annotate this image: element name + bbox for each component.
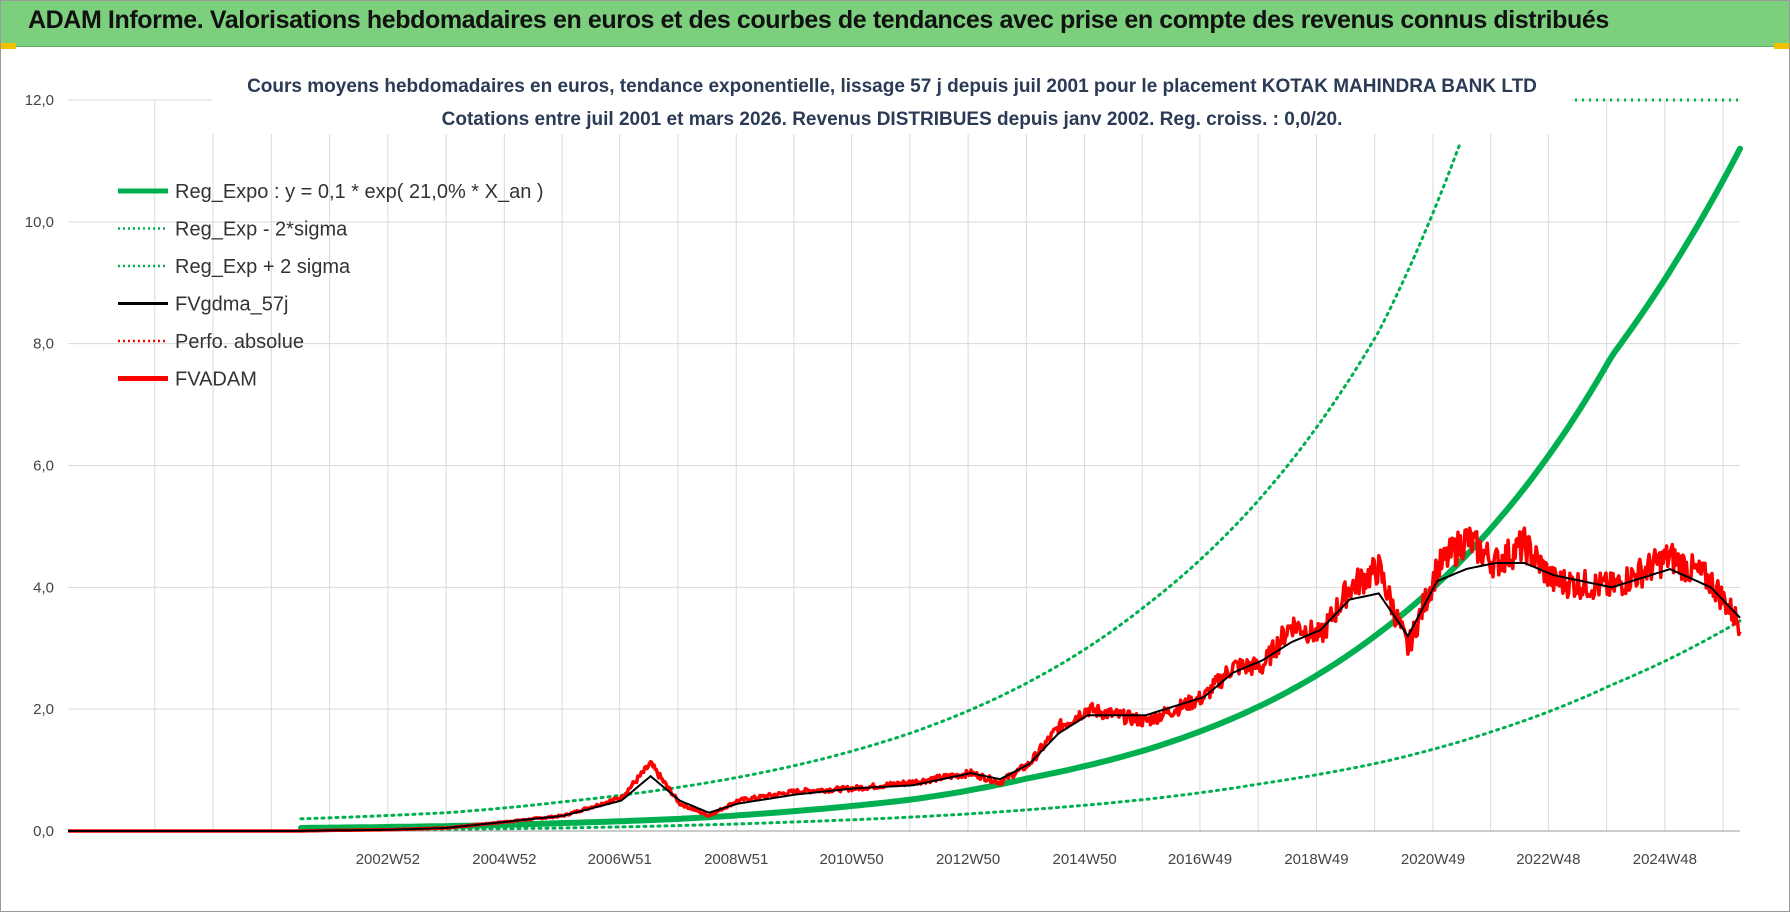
x-tick-label: 2020W49 bbox=[1401, 851, 1465, 868]
series-reg-exp-minus-2-sigma bbox=[299, 619, 1742, 832]
x-axis-ticks: 2002W52 2004W52 2006W51 2008W51 2010W50 2012W… bbox=[356, 851, 1697, 868]
legend-label: FVADAM bbox=[175, 369, 257, 391]
series-reg-exp-plus-2-sigma bbox=[299, 141, 1462, 821]
corner-marker-right bbox=[1774, 43, 1790, 49]
x-tick-label: 2016W49 bbox=[1168, 851, 1232, 868]
x-tick-label: 2018W49 bbox=[1284, 851, 1348, 868]
chart-title-line-2: Cotations entre juil 2001 et mars 2026. … bbox=[442, 109, 1343, 130]
chart-title-backdrop bbox=[212, 68, 1572, 134]
y-tick-label: 12,0 bbox=[25, 92, 54, 109]
x-tick-label: 2008W51 bbox=[704, 851, 768, 868]
series-fvgdma-57j bbox=[68, 562, 1741, 832]
y-tick-label: 8,0 bbox=[33, 336, 54, 353]
legend-label: Perfo. absolue bbox=[175, 331, 304, 353]
chart-legend: Reg_Expo : y = 0,1 * exp( 21,0% * X_an )… bbox=[118, 181, 544, 391]
grid-lines bbox=[68, 99, 1740, 832]
x-tick-label: 2022W48 bbox=[1516, 851, 1580, 868]
y-tick-label: 0,0 bbox=[33, 823, 54, 840]
legend-label: Reg_Exp + 2 sigma bbox=[175, 256, 351, 278]
series-lines bbox=[67, 98, 1743, 833]
x-tick-label: 2006W51 bbox=[588, 851, 652, 868]
x-tick-label: 2010W50 bbox=[819, 851, 883, 868]
series-reg-expo bbox=[298, 145, 1743, 831]
report-title: ADAM Informe. Valorisations hebdomadaire… bbox=[28, 6, 1609, 34]
legend-label: FVgdma_57j bbox=[175, 294, 288, 316]
y-tick-label: 6,0 bbox=[33, 458, 54, 475]
y-tick-label: 2,0 bbox=[33, 701, 54, 718]
legend-label: Reg_Expo : y = 0,1 * exp( 21,0% * X_an ) bbox=[175, 181, 544, 203]
legend-label: Reg_Exp - 2*sigma bbox=[175, 219, 348, 241]
chart-title-line-1: Cours moyens hebdomadaires en euros, ten… bbox=[247, 76, 1537, 97]
corner-marker-left bbox=[0, 43, 16, 49]
x-tick-label: 2004W52 bbox=[472, 851, 536, 868]
report-banner: ADAM Informe. Valorisations hebdomadaire… bbox=[0, 0, 1790, 47]
y-tick-label: 4,0 bbox=[33, 579, 54, 596]
y-tick-label: 10,0 bbox=[25, 214, 54, 231]
x-tick-label: 2012W50 bbox=[936, 851, 1000, 868]
x-tick-label: 2024W48 bbox=[1633, 851, 1697, 868]
x-tick-label: 2002W52 bbox=[356, 851, 420, 868]
y-axis-ticks: 0,0 2,0 4,0 6,0 8,0 10,0 12,0 bbox=[25, 92, 54, 840]
x-tick-label: 2014W50 bbox=[1052, 851, 1116, 868]
